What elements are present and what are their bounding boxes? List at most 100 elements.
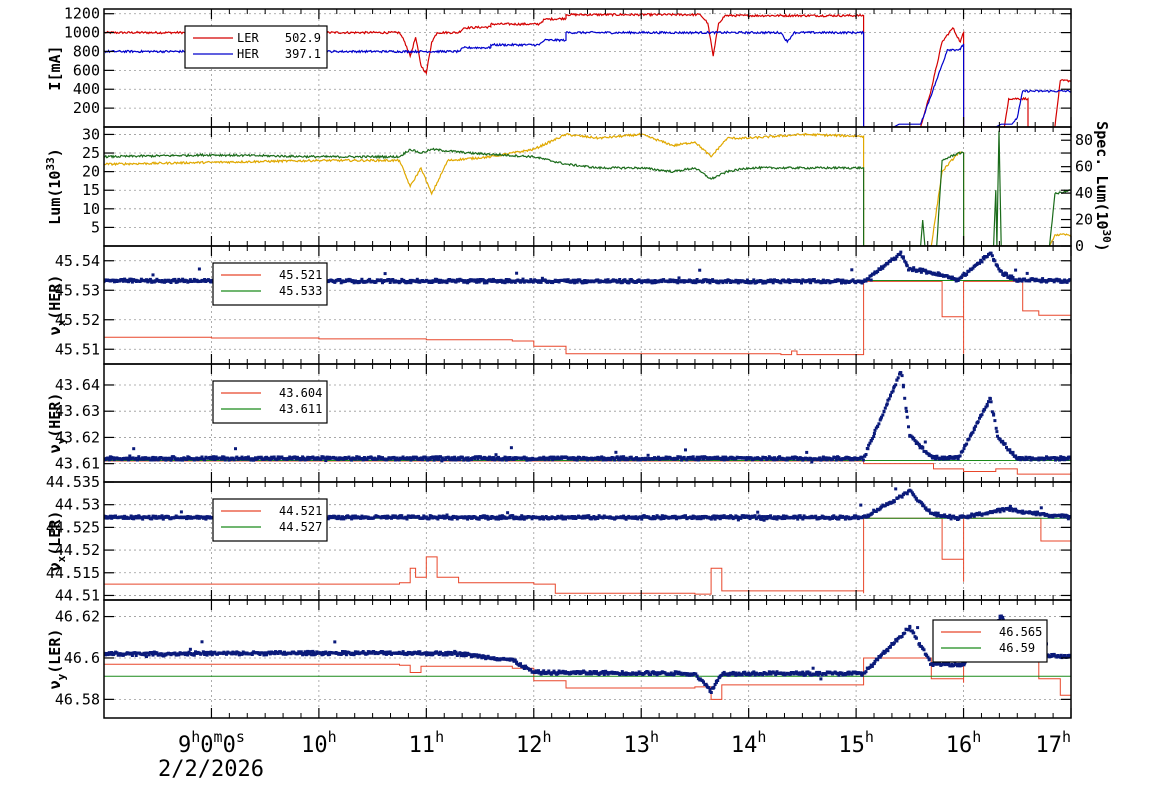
data-point: [132, 652, 135, 655]
data-point: [151, 457, 154, 460]
data-point: [670, 280, 673, 283]
data-point: [144, 652, 147, 655]
data-point: [1053, 514, 1056, 517]
data-point: [522, 515, 525, 518]
data-point: [273, 652, 276, 655]
data-point: [348, 456, 351, 459]
data-point: [609, 457, 612, 460]
data-point: [1047, 279, 1050, 282]
data-point: [818, 516, 821, 519]
data-point: [296, 652, 299, 655]
y2-axis-label: Spec. Lum(1030): [1093, 121, 1113, 252]
data-point: [734, 457, 737, 460]
data-point: [924, 506, 927, 509]
data-point: [651, 671, 654, 674]
data-point: [554, 516, 557, 519]
data-point: [589, 516, 592, 519]
data-point: [132, 515, 135, 518]
data-point: [183, 457, 186, 460]
data-point: [631, 280, 634, 283]
data-point: [186, 652, 189, 655]
data-point: [876, 425, 879, 428]
data-point: [573, 672, 576, 675]
y-tick-label: 10: [82, 200, 100, 218]
data-point: [435, 652, 438, 655]
data-point: [351, 280, 354, 283]
data-point: [934, 513, 937, 516]
data-point: [544, 671, 547, 674]
data-point: [231, 457, 234, 460]
data-point: [425, 651, 428, 654]
data-point: [518, 663, 521, 666]
data-point: [692, 517, 695, 520]
data-point: [1015, 278, 1018, 281]
data-point: [144, 279, 147, 282]
data-point: [1015, 456, 1018, 459]
data-point: [380, 651, 383, 654]
data-point: [1066, 516, 1069, 519]
data-point: [850, 516, 853, 519]
data-point: [928, 271, 931, 274]
data-point: [506, 511, 509, 514]
data-point: [683, 673, 686, 676]
data-point: [789, 516, 792, 519]
data-point: [351, 652, 354, 655]
legend-name: LER: [237, 31, 259, 45]
data-point: [651, 280, 654, 283]
data-point: [567, 515, 570, 518]
data-point: [815, 671, 818, 674]
data-point: [954, 663, 957, 666]
data-point: [190, 652, 193, 655]
data-point: [173, 279, 176, 282]
data-point: [451, 653, 454, 656]
data-point: [512, 456, 515, 459]
data-point: [863, 671, 866, 674]
data-point: [924, 450, 927, 453]
data-point: [699, 677, 702, 680]
data-point: [244, 652, 247, 655]
data-point: [457, 516, 460, 519]
data-point: [589, 458, 592, 461]
data-point: [776, 515, 779, 518]
data-point: [625, 457, 628, 460]
data-point: [586, 280, 589, 283]
data-point: [718, 457, 721, 460]
data-point: [889, 394, 892, 397]
data-point: [673, 672, 676, 675]
data-point: [844, 516, 847, 519]
data-point: [389, 652, 392, 655]
y-tick-label: 15: [82, 181, 100, 199]
data-point: [1047, 514, 1050, 517]
data-point: [406, 516, 409, 519]
data-point: [644, 671, 647, 674]
data-point: [644, 457, 647, 460]
data-point: [918, 642, 921, 645]
data-point: [966, 515, 969, 518]
data-point: [1044, 514, 1047, 517]
data-point: [1040, 506, 1043, 509]
data-point: [202, 280, 205, 283]
data-point: [928, 658, 931, 661]
data-point: [454, 516, 457, 519]
y-tick-label: 800: [73, 42, 100, 60]
legend-value: 43.604: [279, 386, 322, 400]
data-point: [876, 658, 879, 661]
data-point: [531, 457, 534, 460]
data-point: [702, 517, 705, 520]
data-point: [112, 279, 115, 282]
data-point: [647, 672, 650, 675]
data-point: [831, 457, 834, 460]
data-point: [847, 457, 850, 460]
data-point: [1037, 279, 1040, 282]
data-point: [199, 457, 202, 460]
data-point: [592, 280, 595, 283]
data-point: [215, 653, 218, 656]
data-point: [383, 279, 386, 282]
data-point: [348, 651, 351, 654]
data-point: [476, 458, 479, 461]
data-point: [157, 279, 160, 282]
data-point: [525, 456, 528, 459]
data-point: [328, 516, 331, 519]
data-point: [993, 419, 996, 422]
data-point: [912, 493, 915, 496]
